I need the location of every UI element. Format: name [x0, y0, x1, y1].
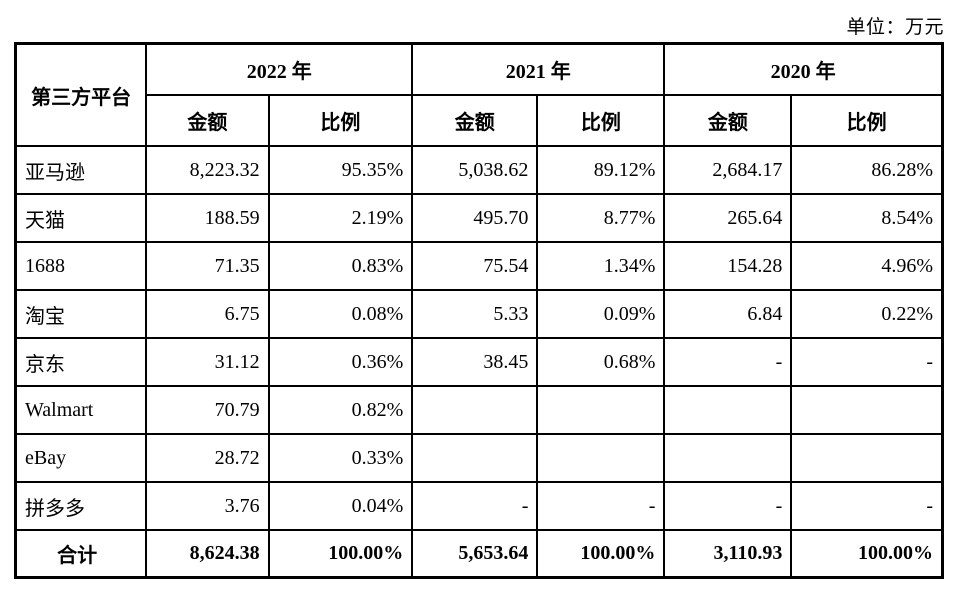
- amount-2021: -: [411, 481, 539, 531]
- header-ratio-2022: 比例: [267, 94, 414, 147]
- ratio-2022: 0.36%: [267, 337, 414, 387]
- ratio-2020: [790, 433, 944, 483]
- amount-2021: 5,038.62: [411, 145, 539, 195]
- amount-2020: [663, 433, 793, 483]
- ratio-2020: -: [790, 337, 944, 387]
- ratio-2020: 8.54%: [790, 193, 944, 243]
- amount-2021: 38.45: [411, 337, 539, 387]
- header-amount-2022: 金额: [145, 94, 270, 147]
- table-row-pinduoduo: 拼多多 3.76 0.04% - - - -: [14, 481, 944, 531]
- table-row-walmart: Walmart 70.79 0.82%: [14, 385, 944, 435]
- total-label: 合计: [14, 529, 148, 579]
- unit-label: 单位：万元: [846, 17, 944, 38]
- amount-2021: 75.54: [411, 241, 539, 291]
- ratio-2021: 0.09%: [536, 289, 666, 339]
- ratio-2020: 4.96%: [790, 241, 944, 291]
- ratio-2021: [536, 433, 666, 483]
- amount-2020: [663, 385, 793, 435]
- amount-2021: [411, 433, 539, 483]
- table-row-total: 合计 8,624.38 100.00% 5,653.64 100.00% 3,1…: [14, 529, 944, 579]
- platform-name: 京东: [14, 337, 148, 387]
- total-ratio-2020: 100.00%: [790, 529, 944, 579]
- amount-2022: 70.79: [145, 385, 270, 435]
- header-year-2022: 2022 年: [145, 42, 414, 96]
- header-ratio-2020: 比例: [790, 94, 944, 147]
- ratio-2022: 2.19%: [267, 193, 414, 243]
- amount-2022: 71.35: [145, 241, 270, 291]
- total-ratio-2022: 100.00%: [267, 529, 414, 579]
- ratio-2022: 95.35%: [267, 145, 414, 195]
- header-year-row: 第三方平台 2022 年 2021 年 2020 年: [14, 42, 944, 147]
- amount-2021: 5.33: [411, 289, 539, 339]
- amount-2022: 31.12: [145, 337, 270, 387]
- header-amount-2021: 金额: [411, 94, 539, 147]
- amount-2020: 6.84: [663, 289, 793, 339]
- amount-2022: 188.59: [145, 193, 270, 243]
- header-year-2020: 2020 年: [663, 42, 944, 96]
- platform-name: eBay: [14, 433, 148, 483]
- ratio-2022: 0.08%: [267, 289, 414, 339]
- total-ratio-2021: 100.00%: [536, 529, 666, 579]
- amount-2020: 265.64: [663, 193, 793, 243]
- ratio-2020: -: [790, 481, 944, 531]
- ratio-2022: 0.82%: [267, 385, 414, 435]
- amount-2022: 8,223.32: [145, 145, 270, 195]
- amount-2022: 28.72: [145, 433, 270, 483]
- amount-2020: 2,684.17: [663, 145, 793, 195]
- ratio-2020: 86.28%: [790, 145, 944, 195]
- total-amount-2022: 8,624.38: [145, 529, 270, 579]
- ratio-2020: [790, 385, 944, 435]
- header-year-2021: 2021 年: [411, 42, 666, 96]
- header-sub-row: 金额 比例 金额 比例 金额 比例: [16, 94, 944, 147]
- ratio-2022: 0.83%: [267, 241, 414, 291]
- platform-name: 拼多多: [14, 481, 148, 531]
- table-row-jd: 京东 31.12 0.36% 38.45 0.68% - -: [14, 337, 944, 387]
- table-row-1688: 1688 71.35 0.83% 75.54 1.34% 154.28 4.96…: [14, 241, 944, 291]
- amount-2021: [411, 385, 539, 435]
- total-amount-2020: 3,110.93: [663, 529, 793, 579]
- ratio-2021: 0.68%: [536, 337, 666, 387]
- ratio-2022: 0.33%: [267, 433, 414, 483]
- ratio-2021: [536, 385, 666, 435]
- total-amount-2021: 5,653.64: [411, 529, 539, 579]
- amount-2022: 3.76: [145, 481, 270, 531]
- platform-revenue-table: 第三方平台 2022 年 2021 年 2020 年 金额 比例 金额 比例 金…: [14, 42, 944, 579]
- ratio-2021: 1.34%: [536, 241, 666, 291]
- amount-2020: -: [663, 337, 793, 387]
- platform-name: 天猫: [14, 193, 148, 243]
- table-row-taobao: 淘宝 6.75 0.08% 5.33 0.09% 6.84 0.22%: [14, 289, 944, 339]
- table-row-ebay: eBay 28.72 0.33%: [14, 433, 944, 483]
- platform-name: 1688: [14, 241, 148, 291]
- amount-2021: 495.70: [411, 193, 539, 243]
- amount-2020: -: [663, 481, 793, 531]
- platform-name: Walmart: [14, 385, 148, 435]
- amount-2022: 6.75: [145, 289, 270, 339]
- ratio-2021: -: [536, 481, 666, 531]
- platform-name: 淘宝: [14, 289, 148, 339]
- ratio-2020: 0.22%: [790, 289, 944, 339]
- ratio-2021: 89.12%: [536, 145, 666, 195]
- ratio-2022: 0.04%: [267, 481, 414, 531]
- table-row-tmall: 天猫 188.59 2.19% 495.70 8.77% 265.64 8.54…: [14, 193, 944, 243]
- header-amount-2020: 金额: [663, 94, 793, 147]
- table-row-amazon: 亚马逊 8,223.32 95.35% 5,038.62 89.12% 2,68…: [14, 145, 944, 195]
- platform-name: 亚马逊: [14, 145, 148, 195]
- header-ratio-2021: 比例: [536, 94, 666, 147]
- amount-2020: 154.28: [663, 241, 793, 291]
- header-platform: 第三方平台: [14, 42, 148, 147]
- ratio-2021: 8.77%: [536, 193, 666, 243]
